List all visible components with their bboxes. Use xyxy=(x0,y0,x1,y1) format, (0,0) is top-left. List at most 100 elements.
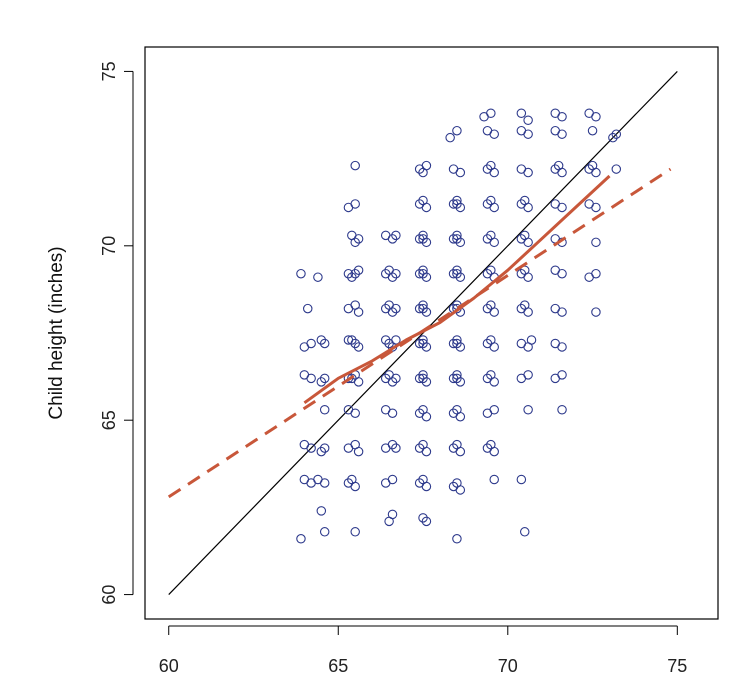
data-point xyxy=(489,129,499,139)
data-point xyxy=(306,443,316,453)
axis-lines xyxy=(132,71,678,627)
data-point xyxy=(557,342,567,352)
identity-line-group xyxy=(168,70,678,596)
y-axis-label: Child height (inches) xyxy=(46,246,67,419)
data-point xyxy=(350,527,360,537)
data-point xyxy=(421,411,432,422)
data-point xyxy=(353,265,364,275)
data-point xyxy=(557,370,567,380)
data-point xyxy=(489,342,499,352)
data-point xyxy=(313,272,323,282)
data-point xyxy=(306,373,316,384)
data-point xyxy=(553,160,564,171)
data-point xyxy=(350,408,360,418)
data-point xyxy=(452,199,462,209)
data-point xyxy=(557,129,567,139)
data-point xyxy=(387,509,398,520)
data-point xyxy=(557,202,567,213)
data-point xyxy=(296,534,306,544)
data-point xyxy=(306,338,316,349)
data-point xyxy=(445,132,455,143)
data-point xyxy=(455,167,466,178)
data-point xyxy=(516,474,527,485)
data-point xyxy=(353,342,364,352)
data-point xyxy=(391,268,401,279)
data-point xyxy=(421,307,432,317)
data-point xyxy=(489,377,499,387)
data-point xyxy=(486,108,496,119)
data-point xyxy=(347,474,357,485)
data-point xyxy=(387,439,398,450)
data-point xyxy=(387,377,398,387)
data-point xyxy=(523,129,533,139)
data-point xyxy=(350,160,360,171)
data-point xyxy=(519,527,530,537)
data-point xyxy=(418,303,428,314)
data-point xyxy=(523,370,533,380)
data-point xyxy=(523,272,533,282)
x-tick-label: 65 xyxy=(328,656,348,676)
data-point xyxy=(421,272,432,282)
data-point xyxy=(516,108,527,119)
data-point xyxy=(489,474,499,485)
data-point xyxy=(455,272,466,282)
data-point xyxy=(455,446,466,457)
data-point xyxy=(387,234,398,244)
data-point xyxy=(452,234,462,244)
plot-frame xyxy=(144,46,719,620)
data-point xyxy=(380,335,391,345)
data-point xyxy=(302,303,313,314)
data-point xyxy=(319,527,330,537)
identity-line xyxy=(168,70,678,596)
data-point xyxy=(523,404,533,415)
data-point xyxy=(557,268,567,279)
data-point xyxy=(587,160,598,171)
data-point xyxy=(387,307,398,317)
data-point xyxy=(587,125,598,136)
data-point xyxy=(353,446,364,457)
data-point xyxy=(489,202,499,213)
x-tick-label: 75 xyxy=(667,656,687,676)
y-tick-label: 60 xyxy=(99,585,119,605)
data-point xyxy=(489,446,499,457)
data-point xyxy=(489,307,499,317)
data-point xyxy=(452,534,462,544)
data-point xyxy=(418,338,428,349)
data-point xyxy=(591,268,601,279)
data-point xyxy=(350,237,360,248)
data-point xyxy=(391,303,401,314)
data-point xyxy=(611,164,622,174)
data-point xyxy=(421,237,432,248)
data-point xyxy=(319,404,330,415)
data-point xyxy=(523,237,533,248)
data-point xyxy=(296,268,306,279)
data-point xyxy=(391,443,401,453)
data-point xyxy=(387,272,398,282)
data-point xyxy=(452,125,462,136)
data-point xyxy=(350,268,360,279)
data-point xyxy=(557,112,567,122)
data-point xyxy=(418,268,428,279)
data-point xyxy=(455,485,466,495)
data-point xyxy=(523,307,533,317)
data-point xyxy=(387,408,398,418)
data-point xyxy=(421,516,432,527)
data-point xyxy=(421,446,432,457)
data-point xyxy=(591,112,601,122)
data-point xyxy=(421,342,432,352)
data-point xyxy=(347,335,357,345)
data-point xyxy=(418,513,428,523)
data-point xyxy=(316,335,327,345)
y-tick-label: 65 xyxy=(99,410,119,430)
y-tick-label: 70 xyxy=(99,236,119,256)
ticks-group: 60 65 70 75 60 65 70 75 xyxy=(99,61,687,676)
data-point xyxy=(452,268,462,279)
data-point xyxy=(316,377,327,387)
data-point xyxy=(452,338,462,349)
data-point xyxy=(421,377,432,387)
data-point xyxy=(418,167,428,178)
data-point xyxy=(418,373,428,384)
data-point xyxy=(391,373,401,384)
data-point xyxy=(350,199,360,209)
data-point xyxy=(455,202,466,213)
